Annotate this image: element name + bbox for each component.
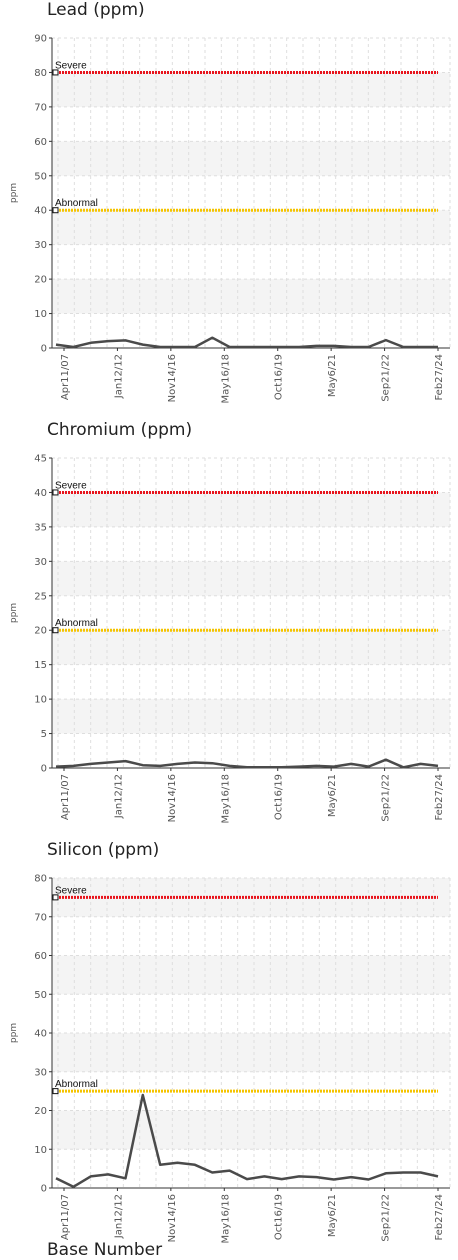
x-tick-label: May16/18	[220, 774, 231, 824]
x-tick-label: Feb27/24	[434, 354, 445, 401]
chart-panel: Silicon (ppm) 0 10 20 30 40 50 60 70 80 ppm Apr11/0…	[0, 840, 458, 1250]
x-tick-label: Jan12/12	[113, 774, 124, 819]
y-tick-label: 50	[34, 990, 47, 1001]
y-tick-label: 40	[34, 488, 47, 499]
y-tick-label: 60	[34, 951, 47, 962]
limit-marker	[52, 1088, 59, 1095]
y-tick-label: 40	[34, 206, 47, 217]
grid-band	[52, 279, 450, 314]
y-tick-label: 70	[34, 102, 47, 113]
x-tick-label: Oct16/19	[274, 354, 285, 400]
y-tick-label: 80	[34, 874, 47, 885]
y-tick-label: 5	[41, 729, 47, 740]
x-tick-label: Oct16/19	[274, 1194, 285, 1240]
y-tick-label: 30	[34, 557, 47, 568]
x-tick-label: Apr11/07	[60, 774, 71, 820]
y-tick-label: 25	[34, 591, 47, 602]
x-tick-label: Apr11/07	[60, 354, 71, 400]
x-tick-label: May16/18	[220, 354, 231, 404]
limit-label: Abnormal	[55, 1079, 98, 1090]
chart-plot: 0 10 20 30 40 50 60 70 80 90 ppm Apr11/07 Jan12/12 No…	[9, 34, 451, 404]
chart-panel: Lead (ppm) 0 10 20 30 40 50 60 70 80 90 ppm Apr11/07…	[0, 0, 458, 410]
x-tick-label: Jan12/12	[113, 1194, 124, 1239]
grid-band	[52, 630, 450, 665]
limit-label: Severe	[55, 885, 87, 896]
y-tick-label: 70	[34, 912, 47, 923]
x-tick-label: Feb27/24	[434, 1194, 445, 1241]
y-tick-label: 20	[34, 1106, 47, 1117]
chart-panel: Chromium (ppm) 0 5 10 15 20 25 30 35 40 45 ppm Apr11…	[0, 420, 458, 830]
y-tick-label: 0	[41, 344, 47, 355]
limit-label: Abnormal	[55, 198, 98, 209]
series-line	[55, 758, 439, 769]
grid-band	[52, 492, 450, 527]
series-line	[55, 336, 438, 349]
limit-label: Abnormal	[55, 618, 98, 629]
x-tick-label: Nov14/16	[167, 774, 178, 822]
y-tick-label: 30	[34, 240, 47, 251]
limit-marker	[52, 627, 59, 634]
grid-band	[52, 561, 450, 596]
x-tick-label: May6/21	[327, 774, 338, 817]
y-tick-label: 60	[34, 137, 47, 148]
y-tick-label: 20	[34, 275, 47, 286]
grid-band	[52, 210, 450, 245]
y-axis-label: ppm	[9, 1023, 19, 1043]
y-tick-label: 50	[34, 171, 47, 182]
chart-title: Silicon (ppm)	[47, 840, 160, 860]
y-tick-label: 40	[34, 1029, 47, 1040]
y-tick-label: 10	[34, 309, 47, 320]
next-panel-title: Base Number	[47, 1240, 163, 1260]
grid-band	[52, 955, 450, 995]
grid-band	[52, 1110, 450, 1150]
limit-marker	[52, 489, 59, 496]
y-axis-label: ppm	[9, 183, 19, 203]
y-tick-label: 10	[34, 1145, 47, 1156]
y-tick-label: 45	[34, 454, 47, 465]
x-tick-label: Sep21/22	[381, 354, 392, 402]
x-tick-label: Nov14/16	[167, 354, 178, 402]
y-tick-label: 10	[34, 695, 47, 706]
y-tick-label: 35	[34, 522, 47, 533]
y-tick-label: 15	[34, 660, 47, 671]
x-tick-label: May6/21	[327, 354, 338, 397]
x-tick-label: May16/18	[220, 1194, 231, 1244]
y-tick-label: 0	[41, 1184, 47, 1195]
y-tick-label: 90	[34, 34, 47, 45]
x-tick-label: Jan12/12	[113, 354, 124, 399]
grid-band	[52, 141, 450, 176]
chart-plot: 0 10 20 30 40 50 60 70 80 ppm Apr11/07 Jan12/12 Nov1…	[9, 874, 451, 1244]
x-tick-label: Feb27/24	[434, 774, 445, 821]
limit-marker	[52, 894, 59, 901]
x-tick-label: Sep21/22	[381, 1194, 392, 1242]
y-tick-label: 20	[34, 626, 47, 637]
x-tick-label: Oct16/19	[274, 774, 285, 820]
chart-title: Chromium (ppm)	[47, 420, 193, 440]
series-line	[55, 1093, 439, 1189]
chart-plot: 0 5 10 15 20 25 30 35 40 45 ppm Apr11/07 Jan12/12 Nov…	[9, 454, 451, 824]
grid-band	[52, 699, 450, 734]
y-tick-label: 30	[34, 1067, 47, 1078]
limit-label: Severe	[55, 480, 87, 491]
limit-marker	[52, 69, 59, 76]
y-tick-label: 80	[34, 68, 47, 79]
limit-label: Severe	[55, 60, 87, 71]
grid-band	[52, 72, 450, 107]
x-tick-label: Nov14/16	[167, 1194, 178, 1242]
chart-title: Lead (ppm)	[47, 0, 145, 20]
x-tick-label: May6/21	[327, 1194, 338, 1237]
x-tick-label: Apr11/07	[60, 1194, 71, 1240]
grid-band	[52, 1033, 450, 1072]
x-tick-label: Sep21/22	[381, 774, 392, 822]
y-axis-label: ppm	[9, 603, 19, 623]
y-tick-label: 0	[41, 764, 47, 775]
limit-marker	[52, 207, 59, 214]
